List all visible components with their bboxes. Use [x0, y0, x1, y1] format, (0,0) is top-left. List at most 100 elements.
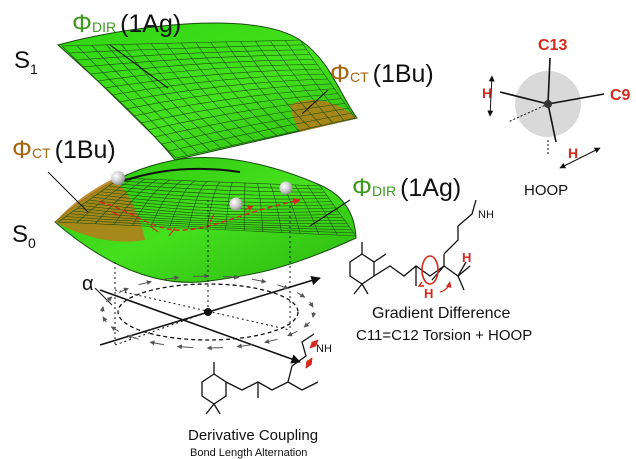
mesh-line — [210, 42, 289, 134]
label-s0: S0 — [12, 221, 36, 251]
mesh-line — [118, 78, 328, 103]
label-phi-ct-bottom: ΦCT (1Bu) — [12, 136, 116, 213]
svg-text:ΦDIR(1Ag): ΦDIR (1Ag) — [352, 174, 461, 202]
hoop-atom-c13: C13 — [538, 37, 567, 54]
rotation-arrow — [303, 321, 311, 328]
mesh-line — [113, 179, 158, 225]
trajectory-point-3 — [279, 181, 293, 195]
gradient-difference-molecule — [349, 199, 477, 295]
reaction-path — [99, 197, 301, 237]
mesh-line — [61, 39, 301, 47]
mesh-line — [136, 43, 233, 146]
label-alpha: α — [82, 273, 94, 295]
mesh-line — [97, 64, 318, 82]
mesh-line — [140, 93, 338, 124]
rotation-arrow — [236, 343, 253, 349]
trajectory-point-2 — [229, 197, 243, 211]
mesh-line — [161, 107, 349, 145]
dc-subtitle: Bond Length Alternation — [190, 447, 307, 459]
hoop-newman-projection: C13 C9 H H HOOP — [482, 37, 631, 199]
mesh-line — [106, 44, 210, 151]
gd-title: Gradient Difference — [372, 305, 511, 322]
hoop-atom-h-left: H — [482, 85, 492, 101]
mesh-line — [83, 54, 311, 68]
mesh-line — [206, 181, 221, 230]
rotation-arrow — [311, 311, 317, 318]
rotation-arrow — [296, 292, 306, 298]
mesh-line — [255, 40, 322, 126]
mesh-line — [126, 83, 331, 110]
mesh-line — [175, 117, 356, 159]
mesh-line — [69, 44, 304, 54]
mesh-line — [147, 98, 342, 131]
rotation-arrow — [138, 280, 152, 286]
mesh-line — [92, 196, 336, 210]
trajectory-point-1 — [111, 171, 125, 185]
mesh-line — [88, 199, 339, 213]
mesh-line — [85, 202, 341, 216]
dc-title: Derivative Coupling — [188, 427, 318, 444]
svg-text:ΦDIR(1Ag): ΦDIR (1Ag) — [72, 10, 181, 38]
lower-surface — [54, 157, 357, 283]
mesh-line — [108, 185, 327, 196]
hoop-title: HOOP — [524, 182, 568, 199]
gd-atom-h1: H — [424, 286, 433, 301]
rotation-arrow — [102, 316, 108, 323]
label-phi-dir-top: ΦDIR (1Ag) — [72, 10, 181, 89]
mesh-line — [91, 45, 199, 154]
mesh-line — [104, 68, 321, 89]
rotation-arrow — [176, 344, 193, 350]
rotation-arrow — [163, 275, 180, 281]
mesh-line — [195, 42, 277, 136]
derivative-coupling-molecule — [201, 333, 319, 415]
mesh-line — [96, 194, 334, 207]
mesh-line — [180, 42, 266, 139]
mesh-line — [57, 221, 357, 237]
rotation-arrow — [99, 306, 105, 313]
hoop-atom-c9: C9 — [610, 87, 631, 104]
svg-text:ΦCT(1Bu): ΦCT (1Bu) — [12, 136, 116, 164]
mesh-line — [119, 177, 321, 187]
dc-atom-n: NH — [316, 343, 332, 355]
gd-atom-n: NH — [478, 209, 494, 221]
mesh-line — [65, 216, 352, 231]
dc-bla-arrow-1 — [305, 357, 313, 369]
rotation-arrow — [287, 331, 298, 337]
mesh-line — [76, 49, 307, 61]
mesh-line — [225, 182, 233, 230]
mesh-line — [225, 41, 300, 131]
mesh-line — [111, 73, 325, 96]
mesh-line — [240, 41, 311, 129]
svg-text:ΦCT(1Bu): ΦCT (1Bu) — [330, 60, 434, 88]
rotation-arrow — [277, 284, 290, 290]
mesh-line — [121, 44, 221, 149]
mesh-line — [188, 181, 208, 229]
rotation-arrow — [308, 301, 314, 308]
mesh-line — [269, 183, 282, 233]
rotation-arrow — [105, 296, 113, 303]
mesh-line — [133, 88, 335, 117]
svg-text:S1: S1 — [14, 47, 38, 77]
rotation-arrow — [118, 287, 129, 293]
mesh-line — [112, 183, 325, 193]
mesh-line — [165, 43, 255, 141]
mesh-line — [104, 188, 330, 200]
rotation-arrow — [149, 340, 165, 346]
rotation-arrow — [251, 278, 267, 284]
hoop-atom-h-bottom: H — [568, 145, 578, 161]
mesh-line — [168, 112, 352, 152]
rotation-arrow — [223, 274, 240, 280]
mesh-line — [81, 205, 343, 219]
rotation-arrow — [110, 326, 120, 332]
label-phi-ct-top: ΦCT (1Bu) — [301, 60, 434, 115]
branching-plane — [94, 200, 321, 364]
mesh-line — [154, 103, 345, 138]
mesh-line — [90, 59, 314, 75]
mesh-line — [69, 213, 350, 227]
svg-text:S0: S0 — [12, 221, 36, 251]
label-s1: S1 — [14, 47, 38, 77]
mesh-line — [284, 40, 345, 121]
rotation-arrow — [264, 338, 278, 344]
mesh-line — [116, 180, 323, 190]
